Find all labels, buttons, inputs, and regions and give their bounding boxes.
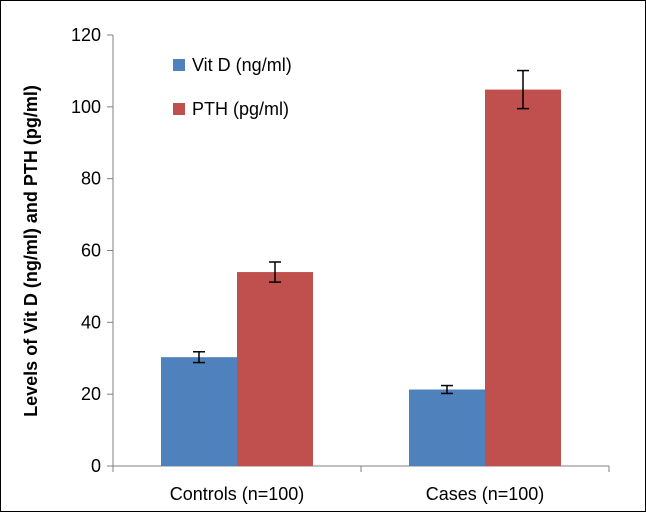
x-tick-label: Cases (n=100) (426, 484, 545, 504)
bars (161, 89, 561, 467)
bar (485, 89, 561, 467)
bar (409, 389, 485, 466)
axes: 0 20 40 60 80 100 120 Controls (n=100) Cases (n=… (71, 25, 610, 504)
legend-swatch (173, 59, 185, 71)
error-bars (193, 69, 529, 395)
x-tick-label: Controls (n=100) (170, 484, 305, 504)
legend-label: Vit D (ng/ml) (192, 55, 292, 75)
y-tick-label: 100 (71, 97, 101, 117)
y-tick-label: 0 (91, 456, 101, 476)
y-tick-label: 80 (81, 169, 101, 189)
bar (237, 272, 313, 466)
y-axis-label: Levels of Vit D (ng/ml) and PTH (pg/ml) (21, 85, 41, 417)
legend-label: PTH (pg/ml) (192, 99, 289, 119)
y-tick-label: 20 (81, 384, 101, 404)
legend-swatch (173, 103, 185, 115)
legend: Vit D (ng/ml) PTH (pg/ml) (173, 55, 292, 119)
bar (161, 357, 237, 466)
y-tick-label: 120 (71, 25, 101, 45)
y-tick-label: 40 (81, 312, 101, 332)
y-tick-label: 60 (81, 241, 101, 261)
